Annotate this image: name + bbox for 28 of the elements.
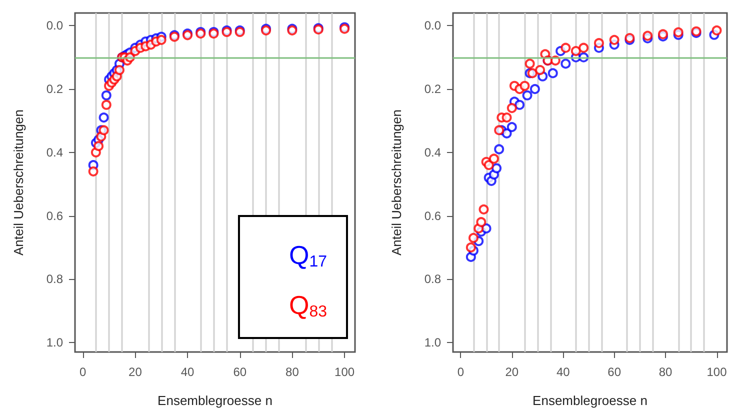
x-tick-label: 20	[128, 365, 142, 379]
x-tick-label: 60	[608, 365, 622, 379]
x-tick-label: 0	[80, 365, 87, 379]
x-tick-label: 0	[457, 365, 464, 379]
y-tick-label: 0.4	[46, 145, 64, 160]
y-tick-label: 0.2	[46, 82, 64, 96]
x-tick-label: 20	[505, 365, 519, 379]
x-axis-title: Ensemblegroesse n	[532, 393, 648, 408]
x-tick-label: 100	[706, 365, 728, 379]
y-tick-label: 0.0	[46, 18, 64, 33]
x-tick-label: 60	[233, 365, 247, 379]
x-tick-label: 80	[286, 365, 300, 379]
y-tick-label: 0.0	[424, 18, 442, 33]
x-tick-label: 80	[658, 365, 673, 379]
y-tick-label: 1.0	[46, 335, 64, 350]
y-tick-label: 0.4	[424, 145, 442, 160]
y-tick-label: 0.6	[424, 208, 442, 223]
x-tick-label: 40	[556, 365, 570, 379]
y-tick-label: 0.8	[46, 272, 64, 286]
x-tick-label: 40	[180, 365, 195, 379]
y-axis-title: Anteil Ueberschreitungen	[11, 110, 26, 256]
y-tick-label: 0.2	[424, 82, 442, 96]
x-axis-title: Ensemblegroesse n	[158, 393, 272, 408]
y-tick-label: 0.8	[424, 272, 442, 286]
y-tick-label: 1.0	[424, 335, 442, 350]
y-tick-label: 0.6	[46, 208, 64, 223]
y-axis-title: Anteil Ueberschreitungen	[389, 110, 404, 256]
x-tick-label: 100	[334, 365, 355, 379]
